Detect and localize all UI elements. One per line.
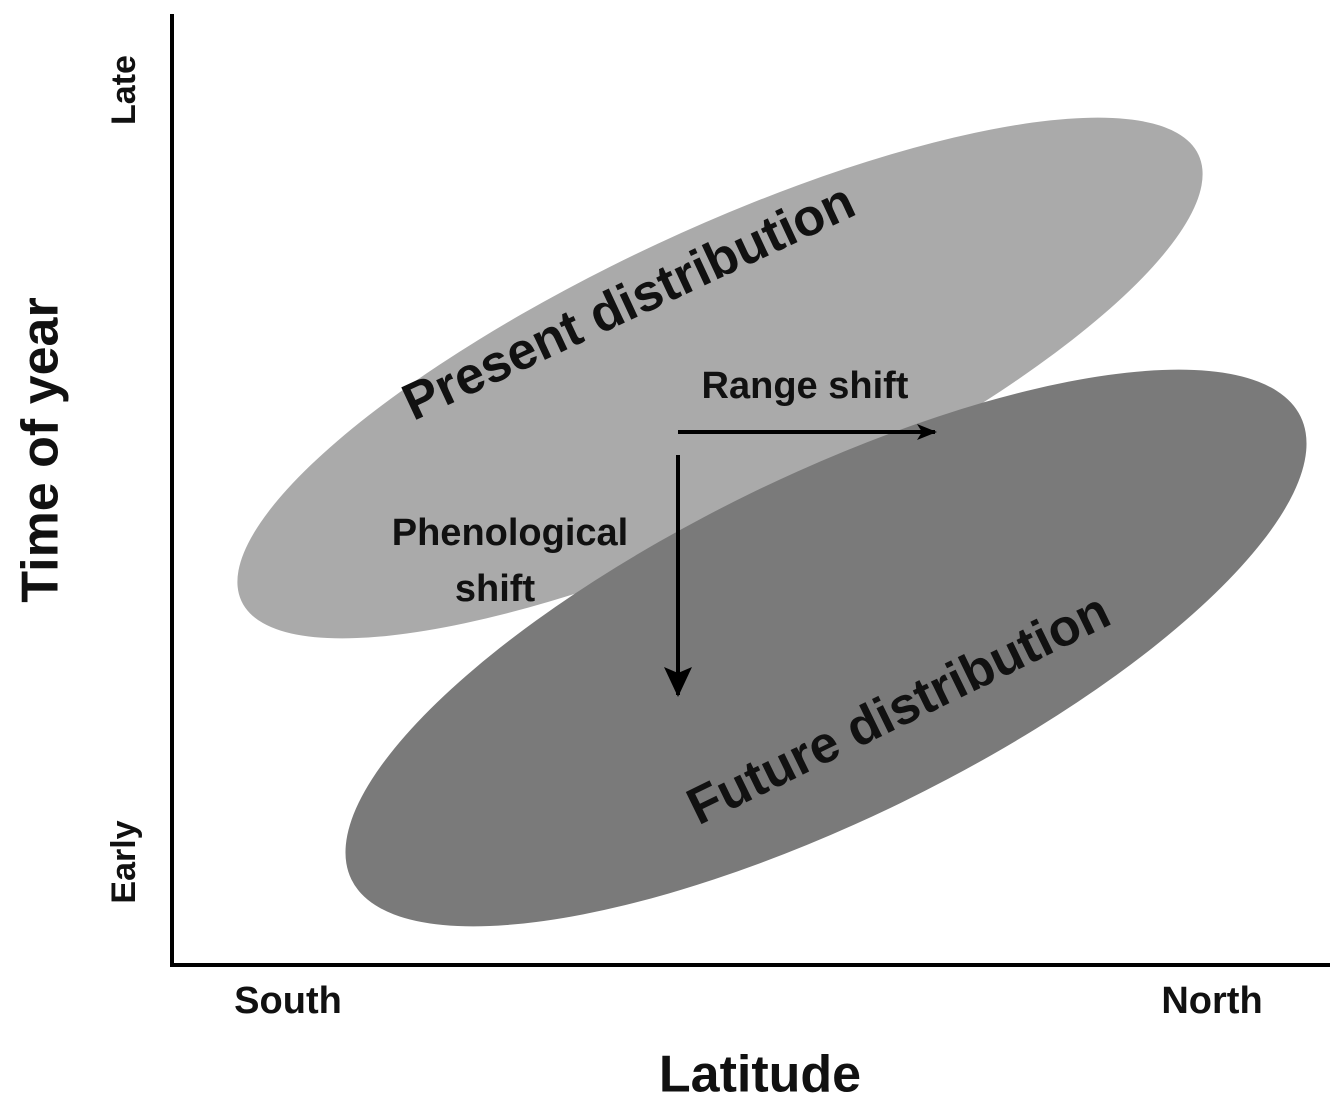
y-axis-label: Time of year	[12, 297, 70, 602]
arrow-label: Phenological	[392, 512, 628, 554]
arrow-label: shift	[455, 568, 536, 610]
y-tick-label: Early	[105, 820, 143, 903]
x-tick-label: South	[234, 980, 342, 1022]
future-region	[345, 369, 1307, 927]
arrow-label: Range shift	[702, 365, 909, 407]
x-tick-label: North	[1161, 980, 1262, 1022]
present-region	[237, 117, 1203, 639]
x-axis-label: Latitude	[659, 1046, 861, 1103]
y-tick-label: Late	[105, 55, 143, 125]
